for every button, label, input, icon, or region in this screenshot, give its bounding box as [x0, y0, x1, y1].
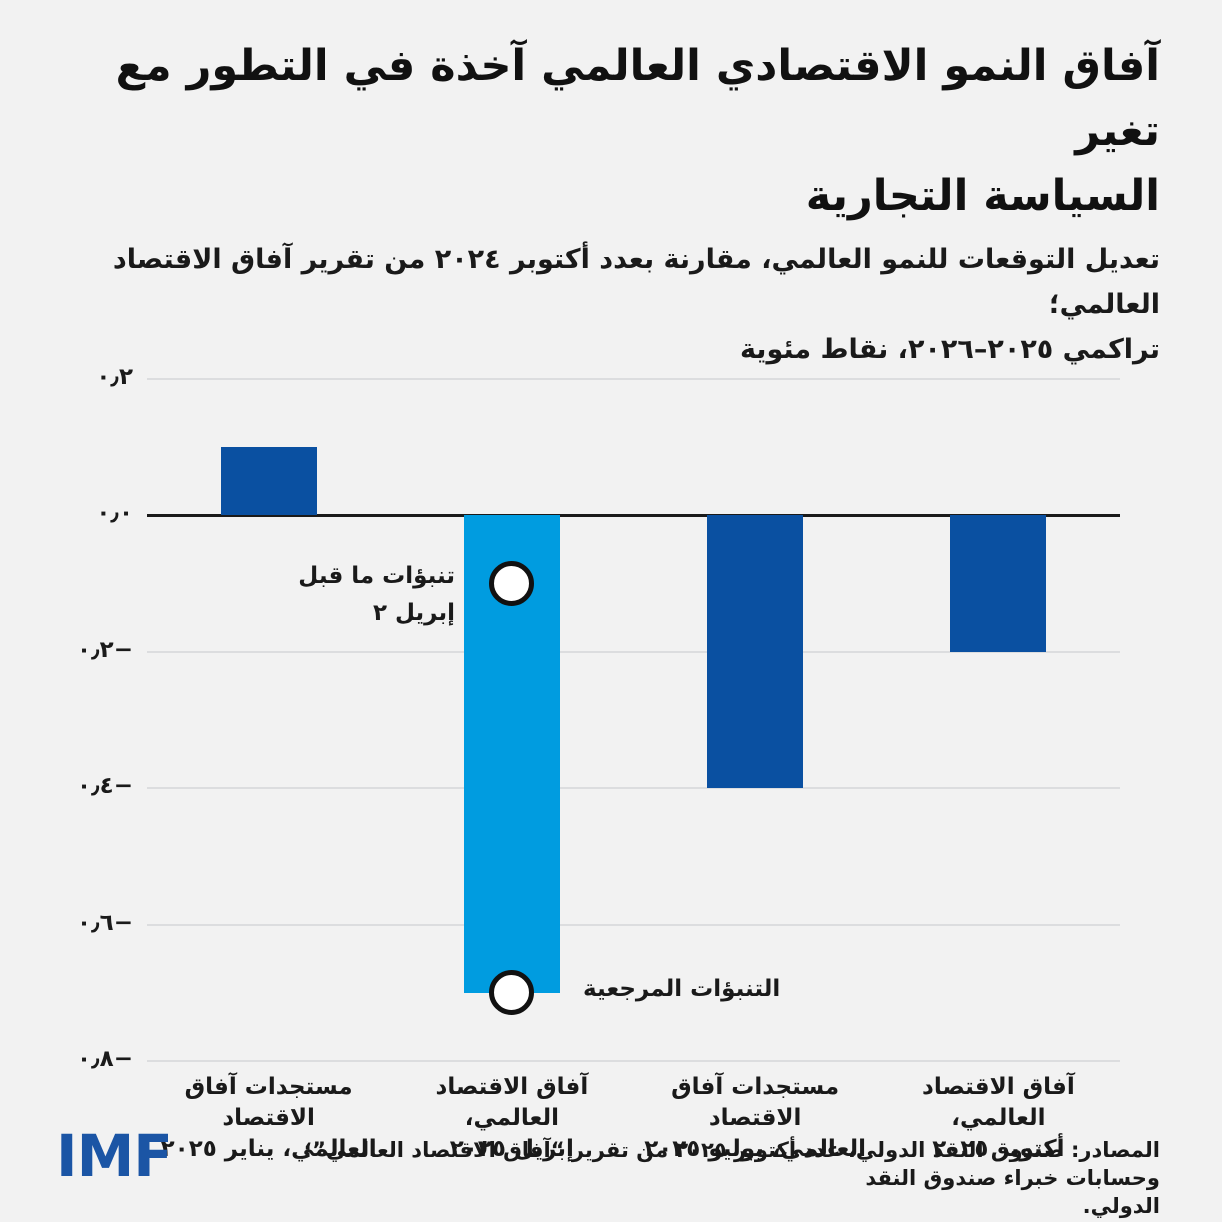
source-note-line2: الدولي. — [1082, 1194, 1160, 1218]
chart-title: آفاق النمو الاقتصادي العالمي آخذة في الت… — [62, 34, 1160, 229]
y-tick-label: ٠٫٢− — [77, 636, 133, 663]
gridline — [147, 377, 1120, 380]
annotation-label-line: تنبؤات ما قبل — [298, 563, 455, 589]
annotation-label: التنبؤات المرجعية — [583, 971, 780, 1008]
x-axis-label: مستجدات آفاق الاقتصاد العالمي، يوليو ٢٠٢٥ — [629, 1072, 881, 1165]
y-tick-label: ٠٫٨− — [77, 1046, 133, 1072]
annotation-label: تنبؤات ما قبل إبريل ٢ — [298, 558, 455, 632]
chart-bar — [950, 515, 1047, 652]
gridline — [147, 1060, 1120, 1062]
x-axis-label: مستجدات آفاق الاقتصاد العالمي، يناير ٢٠٢٥ — [143, 1072, 395, 1165]
x-axis-label-line: العالمي، يوليو ٢٠٢٥ — [644, 1136, 867, 1162]
x-axis-label-line: أكتوبر ٢٠٢٥ — [932, 1136, 1065, 1162]
x-axis-label-line: مستجدات آفاق الاقتصاد — [671, 1074, 840, 1131]
gridline — [147, 787, 1120, 789]
chart-bar — [220, 446, 317, 515]
y-tick-label: ٠٫٤− — [77, 773, 133, 799]
y-tick-label: ٠٫٢ — [96, 363, 133, 390]
source-note-line1: المصادر: صندوق النقد الدولي، عدد أكتوبر … — [303, 1138, 1160, 1190]
chart-subtitle-line1: تعديل التوقعات للنمو العالمي، مقارنة بعد… — [112, 244, 1160, 320]
x-axis-label-line: آفاق الاقتصاد العالمي، — [922, 1074, 1075, 1131]
y-tick-label: ٠٫٦− — [77, 909, 133, 936]
annotation-label-line: إبريل ٢ — [372, 600, 455, 626]
x-axis-label-line: مستجدات آفاق الاقتصاد — [184, 1074, 353, 1131]
imf-logo: IMF — [56, 1122, 173, 1190]
zero-axis-line — [147, 513, 1120, 517]
forecast-marker — [489, 560, 535, 606]
x-axis-label: آفاق الاقتصاد العالمي، إبريل ٢٠٢٥ — [386, 1072, 638, 1165]
gridline — [147, 650, 1120, 653]
chart-bar — [707, 515, 804, 788]
gridline — [147, 923, 1120, 926]
chart-subtitle: تعديل التوقعات للنمو العالمي، مقارنة بعد… — [62, 237, 1160, 372]
x-axis-label-line: العالمي، يناير ٢٠٢٥ — [160, 1136, 377, 1162]
x-axis-label-line: إبريل ٢٠٢٥ — [449, 1136, 574, 1162]
forecast-marker — [489, 970, 535, 1016]
annotation-label-line: التنبؤات المرجعية — [583, 976, 781, 1002]
chart-title-line2: السياسة التجارية — [805, 171, 1160, 221]
y-tick-label: ٠٫٠ — [96, 500, 133, 526]
x-axis-label-line: آفاق الاقتصاد العالمي، — [435, 1074, 589, 1131]
x-axis-label: آفاق الاقتصاد العالمي، أكتوبر ٢٠٢٥ — [872, 1072, 1124, 1165]
source-note: المصادر: صندوق النقد الدولي، عدد أكتوبر … — [215, 1136, 1160, 1220]
chart-title-line1: آفاق النمو الاقتصادي العالمي آخذة في الت… — [115, 41, 1160, 156]
chart-subtitle-line2: تراكمي ٢٠٢٥–٢٠٢٦، نقاط مئوية — [739, 334, 1160, 365]
